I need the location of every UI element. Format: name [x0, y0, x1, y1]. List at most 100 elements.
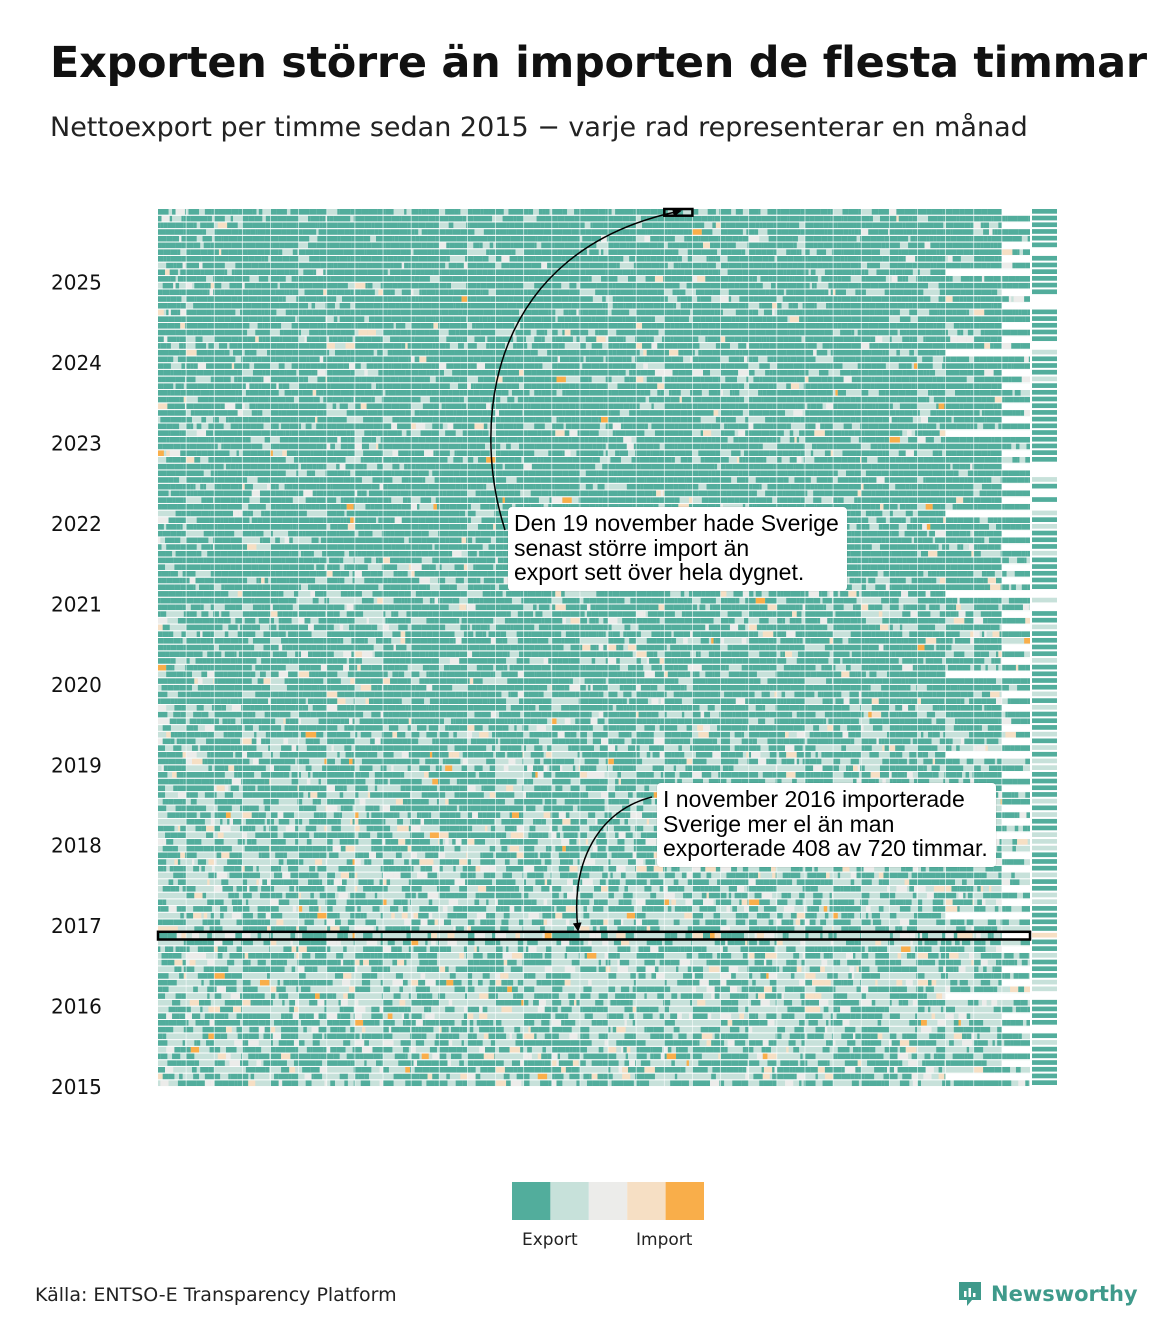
hour-cell	[514, 885, 519, 892]
hour-cell	[207, 959, 215, 966]
hour-cell	[186, 885, 196, 892]
hour-cell	[195, 865, 200, 872]
hour-cell	[763, 959, 767, 966]
hour-cell	[358, 832, 362, 839]
hour-cell	[383, 899, 387, 906]
hour-cell	[570, 1040, 580, 1046]
hour-cell	[574, 738, 580, 745]
hour-cell	[238, 852, 242, 859]
hour-cell	[719, 892, 721, 899]
hour-cell	[678, 745, 682, 751]
hour-cell	[945, 946, 951, 953]
hour-cell	[804, 758, 810, 765]
hour-cell	[562, 899, 572, 906]
hour-cell	[602, 939, 609, 946]
hour-cell	[785, 926, 795, 932]
hour-cell	[349, 758, 353, 765]
hour-cell	[1001, 1066, 1011, 1073]
hour-cell	[872, 919, 882, 926]
hour-cell	[242, 825, 249, 832]
hour-cell	[483, 1053, 488, 1060]
hour-cell	[963, 899, 973, 906]
hour-cell	[411, 885, 422, 892]
hour-cell	[439, 832, 449, 839]
hour-cell	[523, 973, 528, 979]
hour-cell	[645, 966, 655, 973]
hour-cell	[361, 1046, 373, 1053]
hour-cell	[565, 845, 570, 852]
hour-cell	[652, 859, 655, 865]
hour-cell	[745, 993, 749, 999]
hour-cell	[300, 939, 311, 946]
hour-cell	[854, 939, 859, 946]
hour-cell	[608, 745, 616, 751]
hour-cell	[943, 966, 946, 973]
hour-cell	[445, 879, 455, 885]
hour-cell	[347, 839, 355, 845]
hour-cell	[556, 939, 562, 946]
hour-cell	[775, 778, 777, 785]
hour-cell	[728, 765, 734, 772]
hour-cell	[715, 899, 721, 906]
hour-cell	[758, 993, 766, 999]
hour-cell	[258, 1019, 264, 1026]
hour-cell	[646, 986, 655, 993]
hour-cell	[235, 999, 243, 1006]
hour-cell	[681, 1040, 693, 1046]
hour-cell	[954, 939, 960, 946]
hour-cell	[1020, 1006, 1028, 1013]
hour-cell	[445, 859, 453, 865]
hour-cell	[486, 812, 493, 818]
hour-cell	[563, 771, 570, 778]
hour-cell	[799, 892, 805, 899]
hour-cell	[833, 1040, 836, 1046]
hour-cell	[706, 1080, 711, 1087]
hour-cell	[981, 899, 986, 906]
hour-cell	[380, 939, 384, 946]
hour-cell	[800, 1053, 803, 1060]
hour-cell	[405, 1019, 412, 1026]
hour-cell	[632, 852, 637, 859]
hour-cell	[368, 946, 375, 953]
hour-cell	[465, 1066, 468, 1073]
hour-cell	[833, 959, 837, 966]
hour-cell	[957, 906, 960, 912]
hour-cell	[506, 879, 516, 885]
hour-cell	[931, 979, 937, 986]
hour-cell	[909, 1040, 918, 1046]
hour-cell	[258, 845, 270, 852]
hour-cell	[372, 758, 382, 765]
hour-cell	[837, 872, 841, 879]
hour-cell	[858, 959, 862, 966]
hour-cell	[411, 999, 414, 1006]
hour-cell	[405, 805, 412, 812]
hour-cell	[864, 1073, 875, 1080]
hour-cell	[644, 738, 650, 745]
hour-cell	[242, 999, 251, 1006]
hour-cell	[200, 1066, 209, 1073]
hour-cell	[326, 939, 337, 946]
row-gap	[158, 1039, 1030, 1041]
hour-cell	[804, 885, 811, 892]
hour-cell	[411, 1053, 420, 1060]
hour-cell	[1005, 765, 1015, 772]
hour-cell	[889, 939, 895, 946]
hour-cell	[166, 1046, 175, 1053]
hour-cell	[186, 738, 196, 745]
hour-cell	[979, 906, 986, 912]
hour-cell	[166, 1013, 173, 1020]
hour-cell	[436, 966, 440, 973]
hour-cell	[997, 765, 1000, 772]
hour-cell	[993, 973, 1002, 979]
hour-cell	[432, 1053, 440, 1060]
hour-cell	[746, 986, 749, 993]
hour-cell	[373, 805, 380, 812]
hour-cell	[173, 919, 184, 926]
row-gap	[158, 864, 1030, 866]
hour-cell	[962, 1033, 967, 1040]
hour-cell	[973, 986, 984, 993]
hour-cell	[837, 1053, 846, 1060]
hour-cell	[617, 926, 625, 932]
hour-cell	[858, 926, 862, 932]
hour-cell	[608, 845, 619, 852]
